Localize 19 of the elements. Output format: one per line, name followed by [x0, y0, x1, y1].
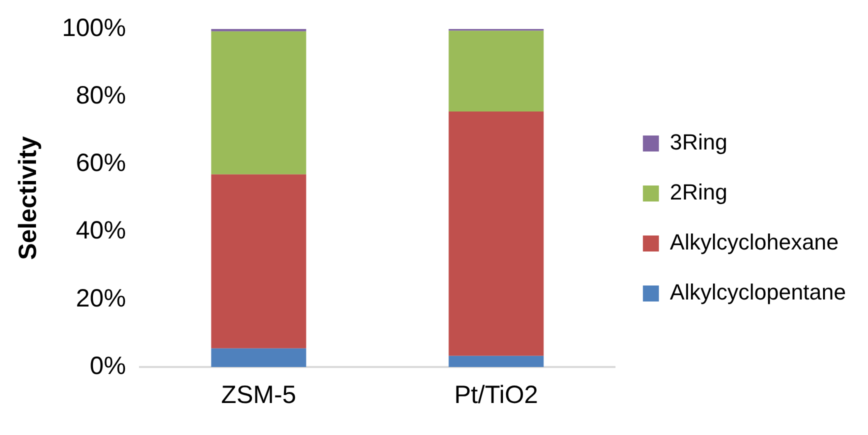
x-tick-label: ZSM-5 — [221, 380, 296, 409]
bar — [448, 111, 544, 356]
y-tick-label: 100% — [62, 14, 126, 42]
x-tick-label: Pt/TiO2 — [454, 380, 538, 409]
y-tick-label: 20% — [76, 284, 126, 312]
bar — [211, 31, 306, 174]
bar — [211, 174, 306, 348]
bar — [448, 30, 544, 112]
bar — [448, 356, 544, 367]
legend-label: 2Ring — [670, 180, 728, 205]
legend-label: 3Ring — [670, 130, 728, 155]
legend-label: Alkylcyclopentane — [670, 280, 846, 305]
y-tick-label: 40% — [76, 216, 126, 245]
y-tick-label: 0% — [90, 352, 126, 380]
y-tick-label: 60% — [76, 149, 126, 178]
y-tick-label: 80% — [76, 81, 126, 110]
bar — [211, 348, 306, 367]
legend-label: Alkylcyclohexane — [670, 230, 839, 255]
y-axis-title: Selectivity — [14, 136, 42, 260]
